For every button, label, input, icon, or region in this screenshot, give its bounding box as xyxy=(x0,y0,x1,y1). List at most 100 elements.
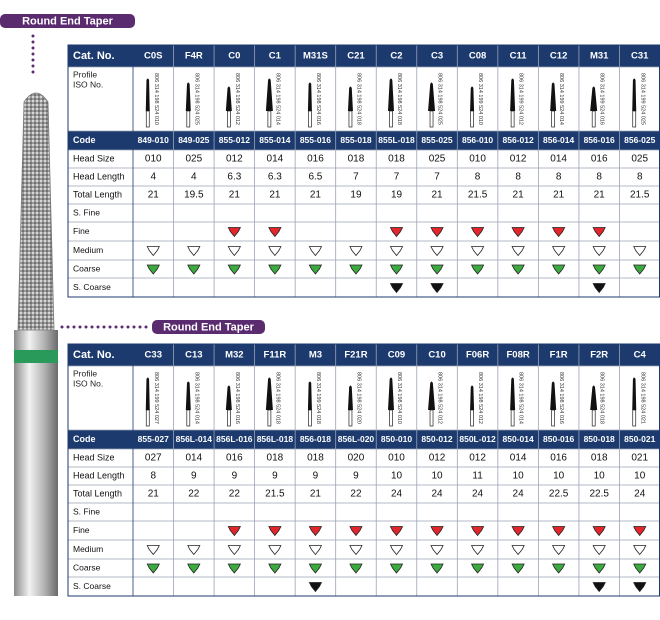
dot xyxy=(66,325,70,329)
cell-value: 855-014 xyxy=(259,135,290,145)
row-label: Coarse xyxy=(73,562,101,572)
cell-value: 8 xyxy=(150,471,156,482)
iso-number: 806 314 199 524 016 xyxy=(599,73,605,125)
cell-value: 21 xyxy=(310,190,322,201)
cell-value: 24 xyxy=(472,489,484,500)
grit-marker xyxy=(470,246,485,257)
bur-head xyxy=(145,377,150,410)
grit-marker xyxy=(430,526,444,537)
grit-marker xyxy=(308,582,323,593)
cell-value: 849-025 xyxy=(178,135,209,145)
bur-shank xyxy=(348,110,353,128)
cell-value: 856-012 xyxy=(503,135,534,145)
grit-marker xyxy=(308,264,323,275)
dot xyxy=(60,325,64,329)
cell-value: 016 xyxy=(591,154,608,165)
grit-marker xyxy=(633,545,647,556)
iso-number: 806 314 198 524 016 xyxy=(315,73,321,125)
cell-value: 018 xyxy=(307,453,324,464)
iso-number: 806 314 198 524 012 xyxy=(234,73,240,125)
dot xyxy=(108,325,112,329)
cell-value: 855-027 xyxy=(138,434,169,444)
cell-value: 856-018 xyxy=(300,434,331,444)
column-header: F4R xyxy=(185,51,203,62)
bur-head xyxy=(428,82,436,111)
title-badge xyxy=(0,14,135,28)
grit-marker xyxy=(389,264,404,275)
column-header: F08R xyxy=(506,350,529,361)
profile-label: Profile xyxy=(73,368,97,378)
cell-value: 24 xyxy=(391,489,403,500)
cell-value: 21.5 xyxy=(265,489,285,500)
bur-head xyxy=(590,86,598,111)
bur-shank xyxy=(591,110,596,128)
column-header: C08 xyxy=(469,51,486,62)
cell-value: 014 xyxy=(510,453,527,464)
cell-value: 025 xyxy=(631,154,648,165)
grit-marker xyxy=(389,227,404,238)
dot xyxy=(31,34,35,38)
grit-marker xyxy=(187,563,201,574)
column-header: C0S xyxy=(144,51,162,62)
grit-marker xyxy=(349,526,363,537)
dot xyxy=(31,70,35,74)
bur-head xyxy=(470,86,475,111)
bur-shank xyxy=(308,409,312,427)
column-header: M31S xyxy=(303,51,328,62)
bur-head xyxy=(347,385,353,410)
cell-value: 22 xyxy=(188,489,200,500)
cell-value: 856L-018 xyxy=(257,434,294,444)
iso-number: 806 314 199 524 027 xyxy=(153,372,159,424)
grit-marker xyxy=(146,545,160,556)
grit-marker xyxy=(268,246,282,257)
cell-value: 22.5 xyxy=(589,489,609,500)
grit-marker xyxy=(511,246,525,257)
cell-value: 8 xyxy=(515,172,521,183)
grit-marker xyxy=(227,526,241,537)
cell-value: 012 xyxy=(469,453,486,464)
dot xyxy=(102,325,106,329)
column-header: F1R xyxy=(550,350,568,361)
grit-marker xyxy=(227,264,241,275)
column-header: F2R xyxy=(590,350,608,361)
cell-value: 850-021 xyxy=(624,434,655,444)
row-label: Total Length xyxy=(73,488,122,498)
column-header: F21R xyxy=(344,350,367,361)
grit-marker xyxy=(552,264,566,275)
cell-value: 012 xyxy=(510,154,527,165)
dot xyxy=(84,325,88,329)
bur-head xyxy=(307,82,312,111)
row-label: Head Size xyxy=(73,153,115,163)
row-label: Coarse xyxy=(73,263,101,273)
profile-label: ISO No. xyxy=(73,79,103,89)
grit-marker xyxy=(511,264,525,275)
cell-value: 19.5 xyxy=(184,190,204,201)
bur-head xyxy=(388,78,394,111)
cell-value: 018 xyxy=(267,453,284,464)
cell-value: 9 xyxy=(191,471,197,482)
bur-head xyxy=(428,381,436,410)
grit-marker xyxy=(268,526,282,537)
column-header: F06R xyxy=(466,350,489,361)
iso-number: 806 314 198 524 025 xyxy=(193,73,199,125)
bur-shank xyxy=(632,409,637,427)
iso-number: 806 314 198 524 018 xyxy=(356,73,362,125)
bur-shank xyxy=(186,110,191,128)
catalog-table: Round End Taper Cat. No. C33 C13 M32 F11R M3 F2… xyxy=(60,320,660,597)
grit-marker xyxy=(633,563,647,574)
row-label: Code xyxy=(73,434,96,444)
dot xyxy=(96,325,100,329)
grit-marker xyxy=(308,246,323,257)
bur-head xyxy=(145,78,150,111)
grit-marker xyxy=(227,545,241,556)
bur-shank xyxy=(389,110,393,128)
cell-value: 7 xyxy=(434,172,440,183)
iso-number: 806 314 198 524 016 xyxy=(234,372,240,424)
iso-number: 806 314 198 524 020 xyxy=(356,372,362,424)
cell-value: 014 xyxy=(267,154,284,165)
cell-value: 21 xyxy=(310,489,322,500)
iso-number: 806 314 199 524 018 xyxy=(315,372,321,424)
cell-value: 9 xyxy=(232,471,238,482)
bur-shank xyxy=(226,409,231,427)
grit-marker xyxy=(268,563,282,574)
